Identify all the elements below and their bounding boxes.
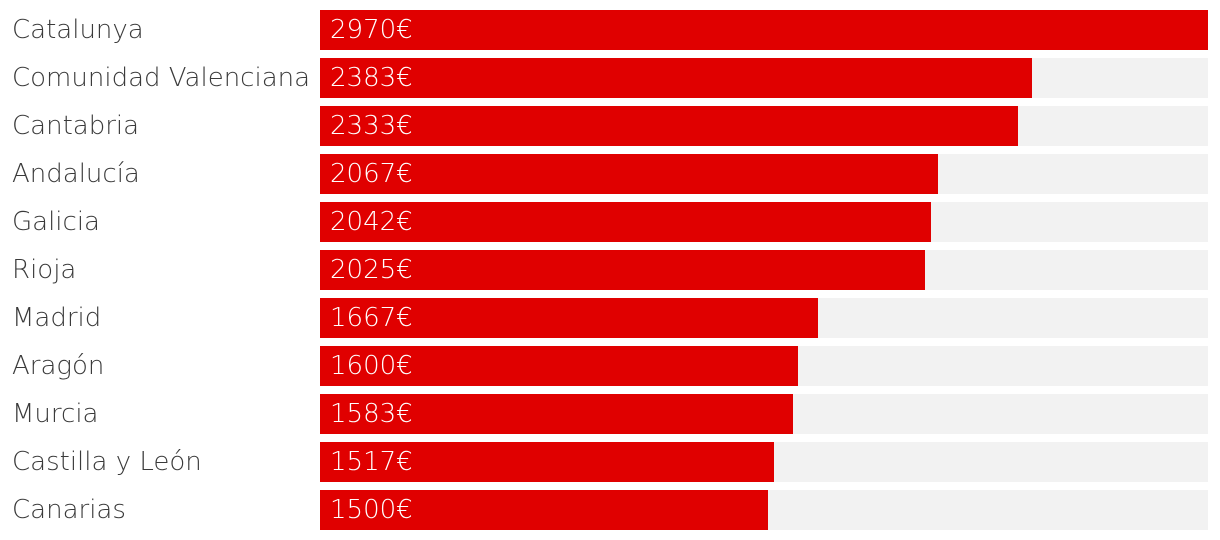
- category-label: Cantabria: [12, 111, 140, 141]
- value-label: 2067€: [330, 159, 413, 189]
- category-label: Murcia: [12, 399, 99, 429]
- bar-row: Castilla y León 1517€: [0, 442, 1220, 482]
- bar-row: Galicia 2042€: [0, 202, 1220, 242]
- bar-row: Canarias 1500€: [0, 490, 1220, 530]
- category-label: Galicia: [12, 207, 100, 237]
- value-label: 2042€: [330, 207, 413, 237]
- category-label: Canarias: [12, 495, 126, 525]
- category-label: Aragón: [12, 351, 105, 381]
- bar-track: 1517€: [320, 442, 1208, 482]
- category-label: Comunidad Valenciana: [12, 63, 311, 93]
- bar: 1517€: [320, 442, 774, 482]
- bar-row: Murcia 1583€: [0, 394, 1220, 434]
- bar: 1667€: [320, 298, 818, 338]
- bar-row: Aragón 1600€: [0, 346, 1220, 386]
- bar: 2042€: [320, 202, 931, 242]
- bar: 2970€: [320, 10, 1208, 50]
- value-label: 2333€: [330, 111, 413, 141]
- value-label: 2970€: [330, 15, 413, 45]
- bar-track: 2383€: [320, 58, 1208, 98]
- bar-track: 1583€: [320, 394, 1208, 434]
- category-label: Andalucía: [12, 159, 140, 189]
- bar: 1500€: [320, 490, 768, 530]
- bar-track: 1667€: [320, 298, 1208, 338]
- bar-row: Andalucía 2067€: [0, 154, 1220, 194]
- bar: 2067€: [320, 154, 938, 194]
- category-label: Castilla y León: [12, 447, 202, 477]
- value-label: 1583€: [330, 399, 413, 429]
- bar: 1600€: [320, 346, 798, 386]
- bar-row: Catalunya 2970€: [0, 10, 1220, 50]
- value-label: 2383€: [330, 63, 413, 93]
- bar-track: 1600€: [320, 346, 1208, 386]
- bar-track: 2333€: [320, 106, 1208, 146]
- value-label: 1600€: [330, 351, 413, 381]
- value-label: 2025€: [330, 255, 413, 285]
- bar-row: Cantabria 2333€: [0, 106, 1220, 146]
- bar: 2333€: [320, 106, 1018, 146]
- bar-track: 1500€: [320, 490, 1208, 530]
- bar-track: 2970€: [320, 10, 1208, 50]
- category-label: Madrid: [12, 303, 102, 333]
- value-label: 1667€: [330, 303, 413, 333]
- bar-track: 2025€: [320, 250, 1208, 290]
- bar-track: 2067€: [320, 154, 1208, 194]
- bar: 1583€: [320, 394, 793, 434]
- bar-track: 2042€: [320, 202, 1208, 242]
- bar: 2383€: [320, 58, 1032, 98]
- bar-row: Rioja 2025€: [0, 250, 1220, 290]
- value-label: 1517€: [330, 447, 413, 477]
- bar-row: Comunidad Valenciana 2383€: [0, 58, 1220, 98]
- bar: 2025€: [320, 250, 925, 290]
- category-label: Rioja: [12, 255, 77, 285]
- category-label: Catalunya: [12, 15, 144, 45]
- value-label: 1500€: [330, 495, 413, 525]
- bar-row: Madrid 1667€: [0, 298, 1220, 338]
